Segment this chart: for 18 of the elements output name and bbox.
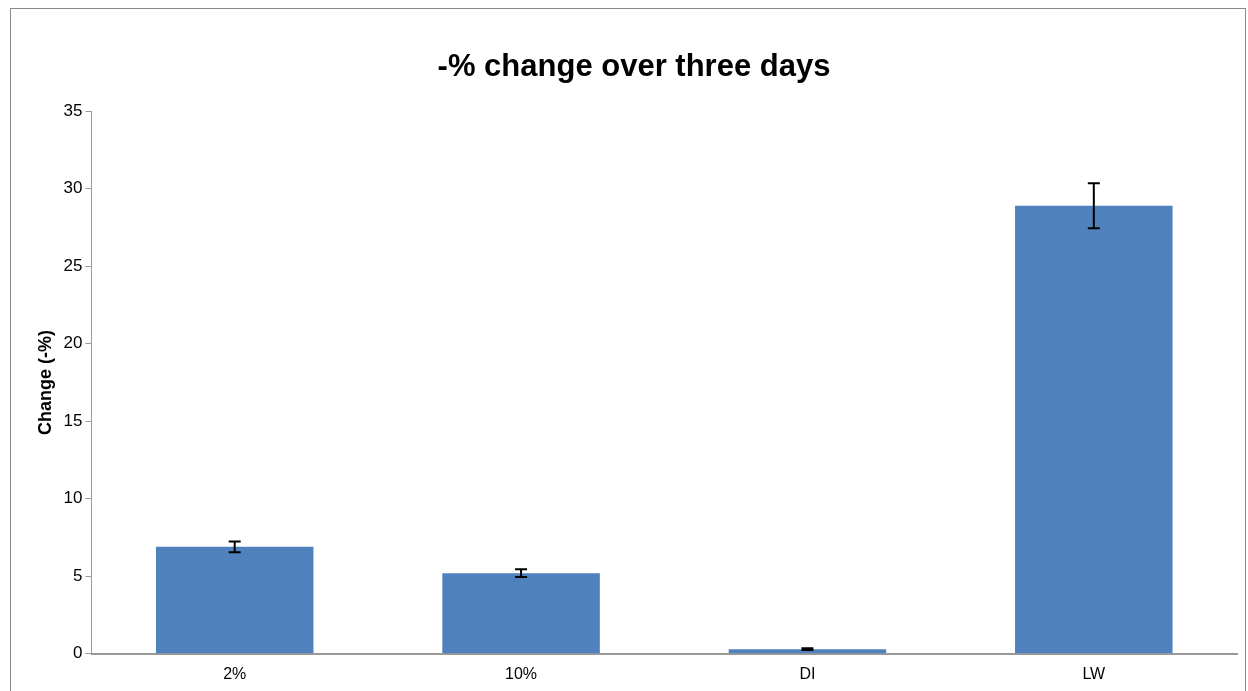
- x-tick-label: 10%: [505, 664, 538, 682]
- y-tick-label: 20: [63, 333, 83, 353]
- y-tick-label: 30: [63, 178, 83, 198]
- x-tick-label: 2%: [223, 664, 247, 682]
- bar: [155, 546, 314, 654]
- y-tick-label: 25: [63, 255, 83, 275]
- x-tick-label: LW: [1082, 664, 1107, 682]
- chart-title: -% change over three days: [437, 48, 831, 84]
- y-tick-label: 10: [63, 488, 83, 508]
- bar: [728, 649, 887, 654]
- bar: [1015, 205, 1173, 654]
- y-tick-label: 0: [73, 643, 83, 663]
- bar: [442, 573, 600, 654]
- y-tick-label: 15: [63, 410, 83, 430]
- y-axis-title: Change (-%): [34, 330, 55, 435]
- y-tick-label: 5: [73, 565, 83, 585]
- y-tick-label: 35: [63, 100, 83, 120]
- x-tick-label: DI: [799, 664, 816, 682]
